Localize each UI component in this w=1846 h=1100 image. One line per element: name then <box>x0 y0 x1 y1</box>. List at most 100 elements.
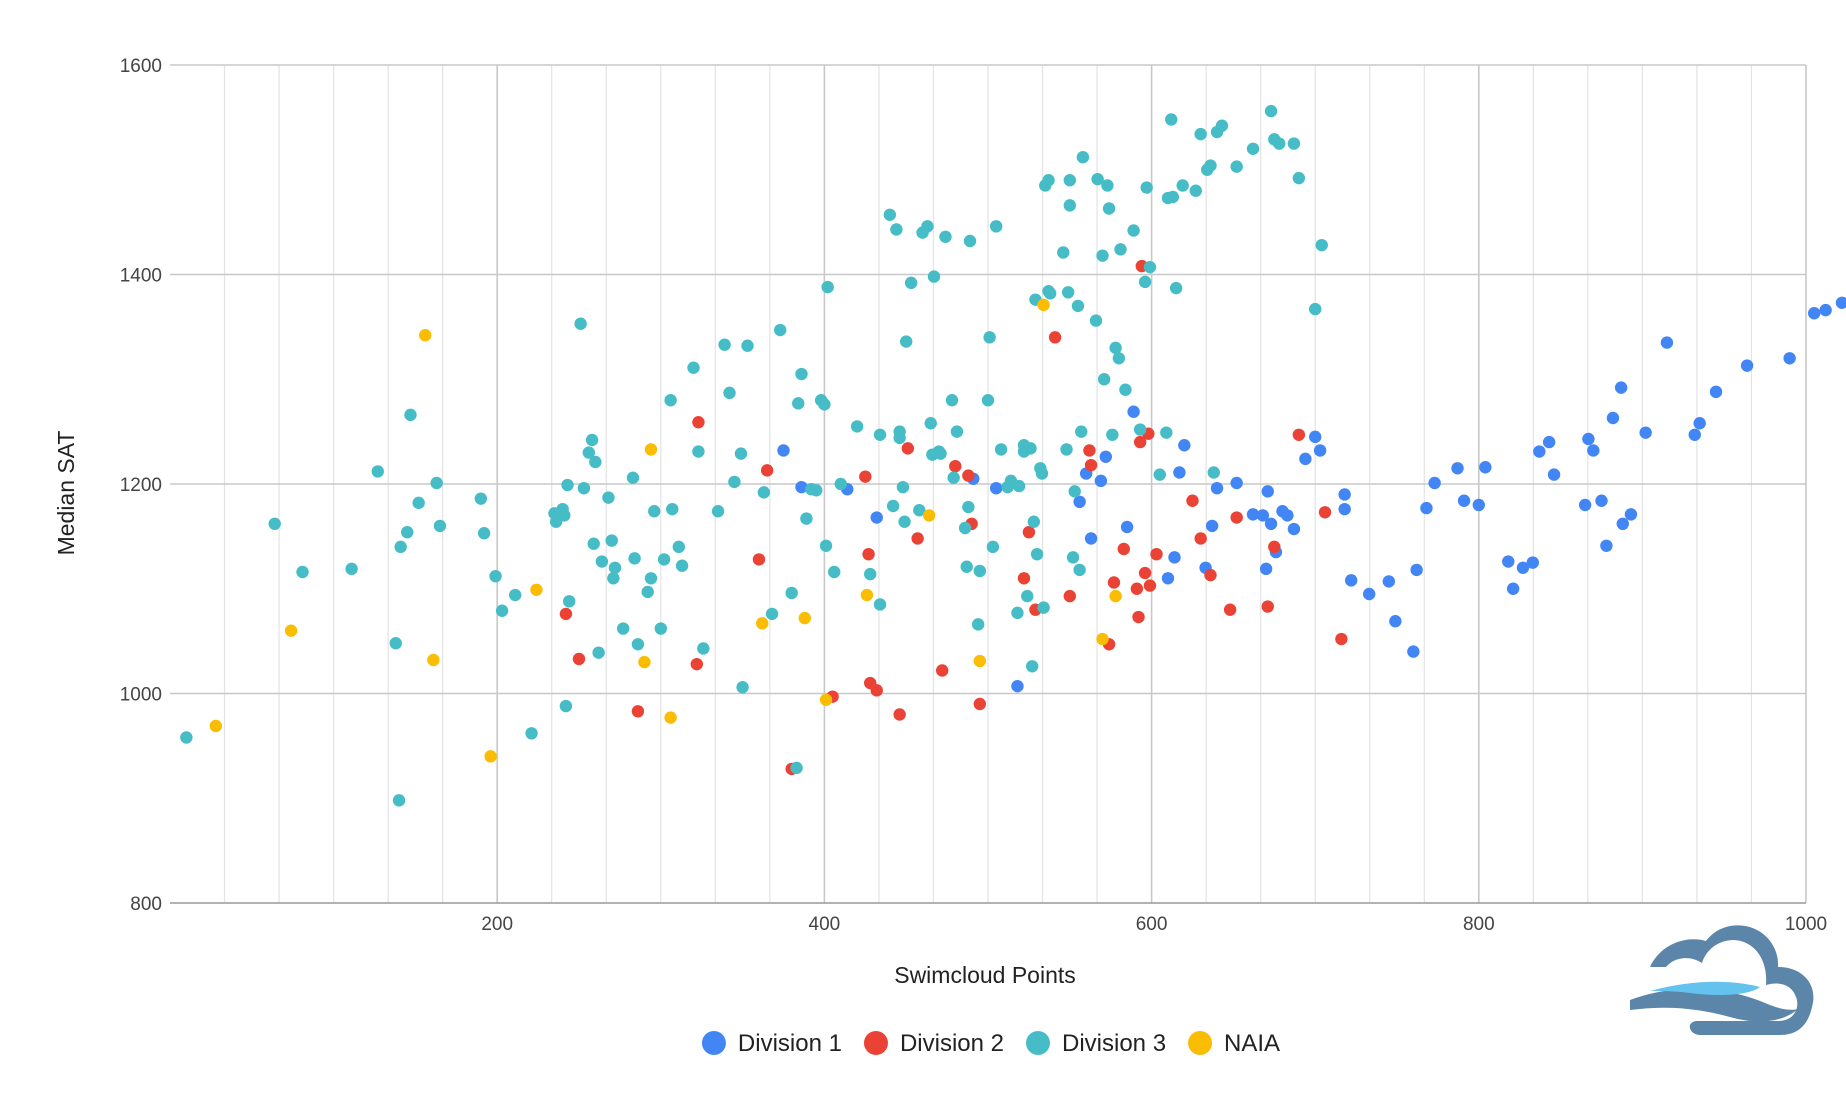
point-division-3 <box>648 505 661 518</box>
legend-label-division-1: Division 1 <box>738 1030 842 1057</box>
point-division-3 <box>1025 660 1039 673</box>
point-division-3 <box>1166 190 1180 204</box>
point-division-3 <box>495 604 509 617</box>
point-division-1 <box>1606 411 1620 425</box>
point-division-3 <box>795 367 808 381</box>
point-division-3 <box>834 477 847 491</box>
point-division-3 <box>626 471 640 484</box>
point-division-3 <box>525 727 538 740</box>
point-division-3 <box>774 323 787 337</box>
point-division-1 <box>1639 426 1652 439</box>
point-division-3 <box>818 398 831 411</box>
point-division-3 <box>718 338 731 351</box>
point-division-2 <box>1017 572 1031 585</box>
point-division-3 <box>850 420 864 433</box>
point-division-3 <box>873 598 887 611</box>
point-division-3 <box>559 699 573 713</box>
point-division-3 <box>430 476 443 490</box>
point-division-3 <box>672 540 685 554</box>
point-division-2 <box>631 705 645 718</box>
point-division-1 <box>1120 520 1134 534</box>
point-division-3 <box>1287 137 1301 150</box>
point-division-2 <box>572 652 586 666</box>
x-axis-title: Swimcloud Points <box>894 962 1076 988</box>
point-division-2 <box>893 708 906 721</box>
point-division-2 <box>1318 506 1332 519</box>
point-division-1 <box>1582 432 1595 446</box>
point-division-1 <box>1451 462 1464 475</box>
point-division-3 <box>1063 174 1077 187</box>
point-division-3 <box>886 499 900 513</box>
point-division-3 <box>828 565 841 579</box>
point-division-1 <box>1688 428 1701 441</box>
point-division-1 <box>1526 556 1539 569</box>
point-naia <box>664 711 677 724</box>
point-division-2 <box>962 469 975 482</box>
point-division-3 <box>474 492 488 505</box>
point-division-2 <box>1138 566 1152 580</box>
point-division-3 <box>268 517 281 531</box>
point-division-3 <box>574 317 587 330</box>
point-division-3 <box>582 446 596 459</box>
point-division-3 <box>1153 468 1166 481</box>
point-division-1 <box>1299 452 1312 466</box>
point-division-1 <box>1835 296 1846 309</box>
point-division-3 <box>1106 428 1119 441</box>
point-division-3 <box>1204 159 1217 172</box>
point-division-2 <box>1261 600 1274 613</box>
point-division-3 <box>947 471 960 484</box>
point-division-1 <box>1614 381 1628 394</box>
point-division-3 <box>971 618 985 631</box>
point-division-3 <box>934 447 947 460</box>
point-division-2 <box>1186 494 1199 507</box>
point-division-3 <box>792 397 805 410</box>
point-division-3 <box>893 425 906 438</box>
x-tick-label: 600 <box>1136 914 1168 935</box>
point-division-3 <box>913 503 926 517</box>
point-division-3 <box>981 394 995 407</box>
point-division-3 <box>477 527 491 540</box>
point-division-1 <box>1344 574 1358 587</box>
point-division-3 <box>785 586 798 600</box>
y-tick-label: 1200 <box>120 475 162 496</box>
point-division-3 <box>389 637 402 650</box>
point-division-3 <box>1076 150 1090 164</box>
point-division-1 <box>1819 303 1832 317</box>
point-division-2 <box>1132 610 1145 624</box>
point-division-3 <box>595 555 609 568</box>
point-division-3 <box>1042 174 1055 187</box>
point-division-1 <box>1362 587 1376 601</box>
point-division-3 <box>1101 179 1114 192</box>
point-division-3 <box>890 223 903 236</box>
point-division-3 <box>657 553 671 566</box>
point-division-1 <box>1338 488 1351 501</box>
y-tick-label: 1600 <box>120 56 162 77</box>
point-division-2 <box>1117 542 1130 556</box>
point-division-3 <box>558 509 571 522</box>
point-division-2 <box>1063 589 1077 603</box>
point-division-1 <box>1660 336 1674 349</box>
point-division-3 <box>810 484 823 497</box>
point-division-3 <box>741 339 754 352</box>
point-division-3 <box>1071 299 1085 313</box>
point-division-3 <box>945 394 959 407</box>
point-division-3 <box>962 500 975 514</box>
point-division-1 <box>1205 519 1219 533</box>
point-division-3 <box>821 280 834 294</box>
point-division-2 <box>752 553 766 566</box>
legend-label-naia: NAIA <box>1224 1030 1280 1057</box>
point-division-1 <box>1709 385 1723 399</box>
point-naia <box>860 588 874 602</box>
point-division-3 <box>561 478 574 492</box>
point-division-3 <box>734 447 748 460</box>
point-division-3 <box>1089 314 1103 327</box>
point-division-3 <box>592 646 605 659</box>
point-division-2 <box>949 459 962 473</box>
point-naia <box>530 583 543 596</box>
point-division-3 <box>1207 466 1220 479</box>
point-division-3 <box>628 552 641 565</box>
point-division-3 <box>345 562 358 576</box>
point-division-3 <box>1246 142 1260 155</box>
point-division-3 <box>900 335 913 348</box>
point-division-1 <box>1624 508 1638 521</box>
